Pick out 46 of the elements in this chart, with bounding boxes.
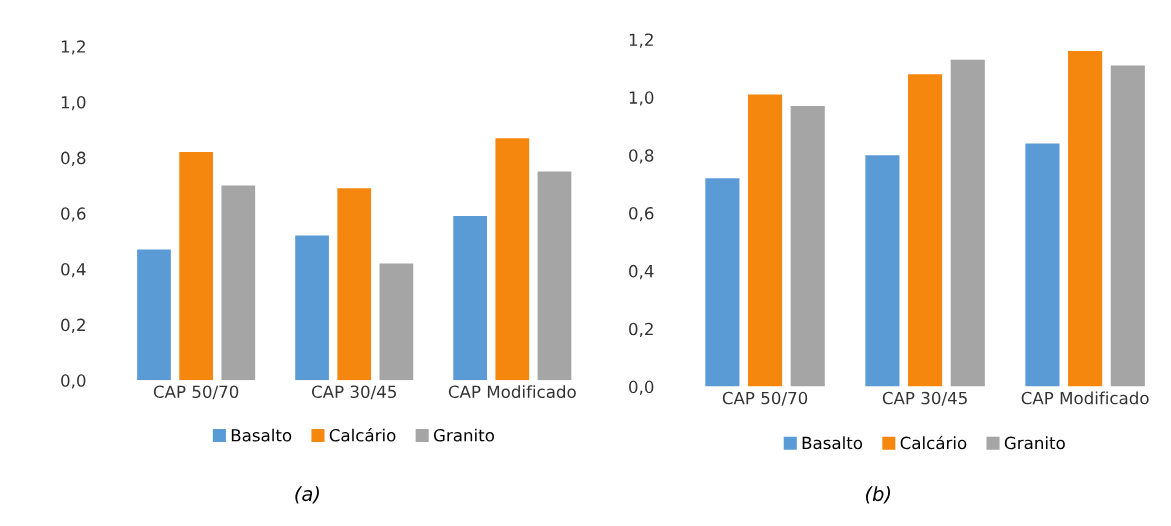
bar [495,138,530,381]
y-tick-label: 0,6 [61,207,86,222]
legend-label: Granito [433,428,494,442]
bar [705,178,740,387]
bar [295,235,329,381]
bar [908,74,943,387]
bar [137,249,171,381]
bar [790,105,825,387]
y-tick-label: 0,8 [61,151,86,166]
legend-label: Basalto [231,428,292,442]
legend-label: Calcário [900,435,967,450]
legend-label: Basalto [802,436,863,450]
x-tick-label: CAP Modificado [1021,391,1149,405]
bar [747,94,783,387]
bar [1110,65,1145,387]
x-tick-label: CAP Modificado [448,385,576,399]
bar [453,216,488,381]
y-tick-label: 0,0 [61,374,86,389]
x-tick-label: CAP 50/70 [722,391,808,406]
bar [865,155,900,387]
x-tick-label: CAP 30/45 [882,391,967,406]
y-tick-label: 1,0 [629,91,654,106]
legend-label: Calcário [329,428,396,442]
text: (b) [865,486,891,504]
bar [337,188,372,381]
y-tick-label: 0,4 [629,264,654,280]
y-tick-label: 0,8 [629,149,654,164]
x-tick-label: CAP 30/45 [311,385,396,400]
x-tick-label: CAP 50/70 [153,385,239,400]
bar [179,152,213,381]
bar [1068,51,1103,387]
bar [950,59,985,387]
y-tick-label: 1,0 [61,95,86,111]
y-tick-label: 0,2 [629,322,653,338]
legend-label: Granito [1004,436,1065,450]
bar [379,263,414,381]
bar [221,185,256,381]
text: (a) [295,486,319,504]
bar [1025,143,1060,387]
y-tick-label: 1,2 [629,33,653,48]
y-tick-label: 0,0 [629,380,654,395]
bar [537,171,572,381]
y-tick-label: 1,2 [61,40,85,55]
y-tick-label: 0,4 [61,262,86,278]
y-tick-label: 0,2 [61,318,85,333]
y-tick-label: 0,6 [629,206,654,222]
